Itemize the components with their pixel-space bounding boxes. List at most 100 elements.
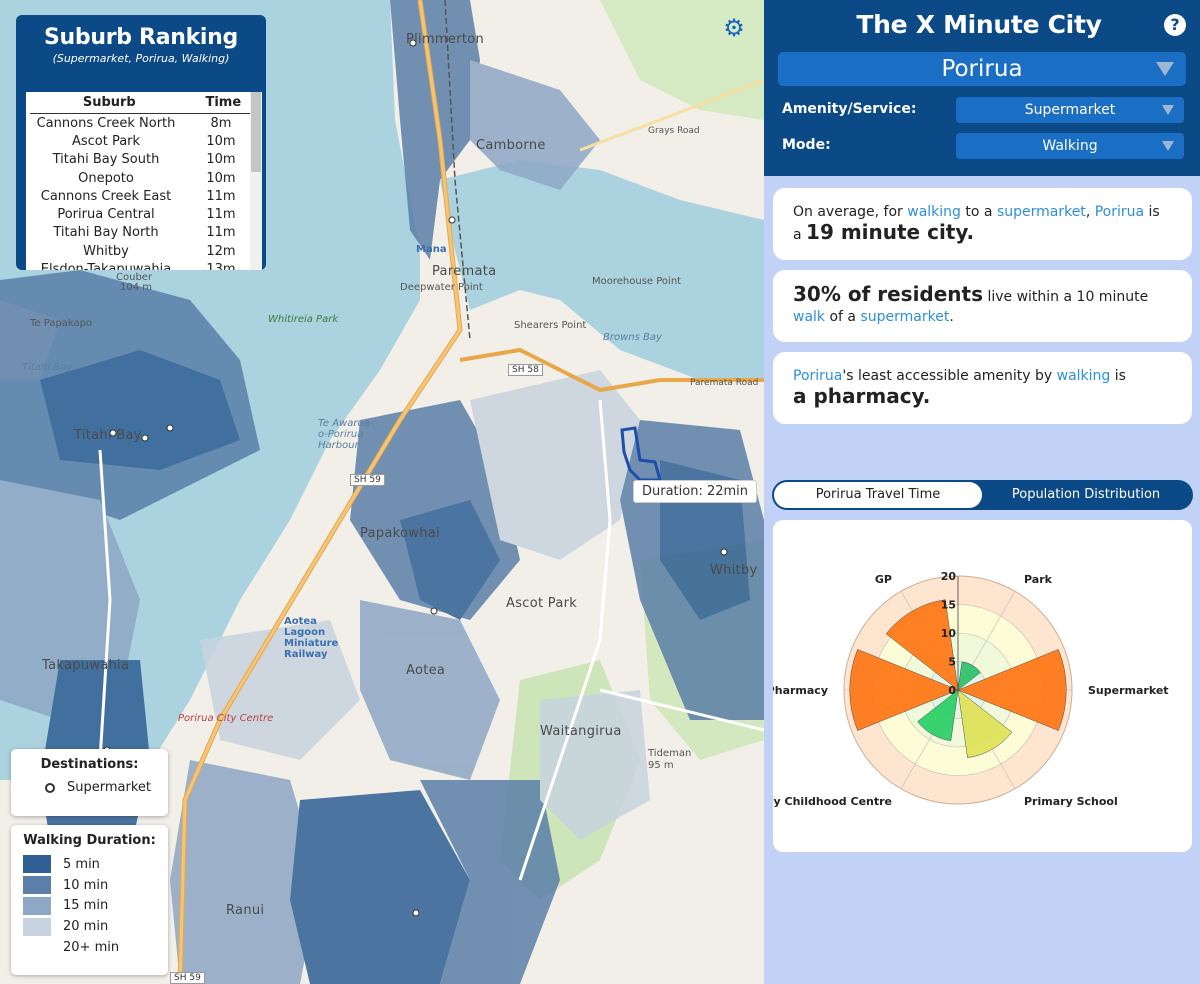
wedge-pharmacy	[849, 649, 959, 731]
average-card: On average, for walking to a supermarket…	[773, 188, 1192, 260]
radial-tick-label: 15	[941, 599, 956, 612]
suburb-time: 12m	[206, 243, 236, 259]
avg-big: 19 minute city.	[806, 220, 975, 244]
suburb-time: 10m	[206, 170, 236, 186]
label-plimmerton: Plimmerton	[406, 32, 485, 47]
gear-icon[interactable]: ⚙	[723, 14, 745, 42]
col-time: Time	[205, 95, 242, 110]
least-line2: a pharmacy.	[793, 386, 1172, 409]
suburb-name: Cannons Creek East	[40, 188, 172, 204]
ranking-title: Suburb Ranking	[43, 25, 238, 50]
label-deepwater-point: Deepwater Point	[400, 282, 483, 293]
city-select[interactable]: Porirua	[778, 52, 1186, 86]
tab-population[interactable]: Population Distribution	[1011, 487, 1161, 502]
mode-select-value: Walking	[1042, 138, 1098, 154]
map-view[interactable]: Plimmerton Camborne Paremata Papakowhai …	[0, 0, 764, 984]
label-tideman: Tideman	[648, 748, 692, 759]
wedge-primary-school	[957, 689, 1013, 759]
shield-sh59: SH 59	[350, 474, 385, 486]
label-mana: Mana	[416, 244, 447, 255]
table-row: Cannons Creek North 8m	[26, 114, 262, 132]
label-tideman-height: 95 m	[648, 760, 674, 771]
least-mode: walking	[1056, 368, 1111, 384]
suburb-time: 10m	[206, 133, 236, 149]
avg-comma: ,	[1085, 204, 1095, 220]
residents-big: 30% of residents	[793, 282, 984, 306]
duration-item: 15 min	[23, 896, 156, 917]
ranking-subtitle: (Supermarket, Porirua, Walking)	[52, 52, 230, 65]
suburb-name: Elsdon-Takapuwahia	[40, 262, 172, 270]
residents-card: 30% of residents live within a 10 minute…	[773, 270, 1192, 342]
chevron-down-icon	[1156, 62, 1174, 76]
duration-label: 20 min	[63, 919, 109, 935]
destinations-title: Destinations:	[40, 757, 139, 772]
city-select-value: Porirua	[941, 56, 1023, 82]
avg-mid: to a	[960, 204, 997, 220]
side-panel: The X Minute City ? Porirua Amenity/Serv…	[764, 0, 1200, 984]
label-whitby: Whitby	[710, 563, 758, 578]
wedge-gp	[885, 599, 959, 691]
amenity-label: Amenity/Service:	[782, 101, 917, 117]
ranking-table[interactable]: Suburb Time Cannons Creek North 8m Ascot P…	[26, 92, 262, 270]
avg-is: is	[1144, 204, 1160, 220]
duration-swatch	[23, 938, 51, 957]
duration-item: 10 min	[23, 875, 156, 896]
ranking-scrollbar[interactable]	[250, 92, 262, 270]
table-row: Titahi Bay South 10m	[26, 151, 262, 169]
least-is: is	[1110, 368, 1126, 384]
avg-amenity: supermarket	[996, 204, 1086, 220]
suburb-time: 13m	[206, 262, 236, 270]
radial-tick-label: 10	[941, 627, 957, 640]
residents-amenity: supermarket	[860, 309, 950, 325]
table-row: Titahi Bay North 11m	[26, 224, 262, 242]
label-ranui: Ranui	[226, 903, 265, 918]
tab-travel-time[interactable]: Porirua Travel Time	[774, 482, 982, 508]
wedge-park	[957, 661, 981, 691]
duration-swatch	[23, 917, 51, 936]
avg-a: a	[793, 227, 807, 243]
avg-mode: walking	[907, 204, 961, 220]
duration-label: 5 min	[63, 856, 100, 872]
help-icon[interactable]: ?	[1164, 14, 1186, 36]
table-row: Ascot Park 10m	[26, 132, 262, 150]
suburb-time: 11m	[206, 207, 236, 223]
label-titahi-bay: Titahi Bay	[22, 362, 73, 373]
residents-walk: walk	[793, 309, 826, 325]
chevron-down-icon	[1162, 105, 1174, 115]
least-line1: Porirua's least accessible amenity by wa…	[793, 366, 1172, 386]
label-grays-road: Grays Road	[648, 126, 700, 136]
average-result: a 19 minute city.	[793, 222, 1172, 245]
mode-select[interactable]: Walking	[956, 133, 1184, 159]
shield-sh59-south: SH 59	[170, 972, 205, 984]
label-camborne: Camborne	[476, 138, 546, 153]
duration-item: 5 min	[23, 854, 156, 875]
suburb-name: Porirua Central	[57, 207, 155, 223]
label-papakowhai: Papakowhai	[360, 526, 440, 541]
destinations-legend: Destinations: Supermarket	[11, 749, 168, 816]
least-accessible-card: Porirua's least accessible amenity by wa…	[773, 352, 1192, 424]
suburb-name: Ascot Park	[71, 133, 141, 149]
category-label: Primary School	[1024, 795, 1118, 808]
amenity-select[interactable]: Supermarket	[956, 97, 1184, 123]
label-paremata: Paremata	[432, 264, 497, 279]
category-label: Supermarket	[1088, 684, 1169, 697]
suburb-time: 11m	[206, 225, 236, 241]
duration-title: Walking Duration:	[23, 833, 156, 848]
ranking-header: Suburb Time	[30, 92, 258, 114]
destination-item: Supermarket	[23, 780, 156, 795]
label-couber: Couber	[116, 272, 153, 283]
col-suburb: Suburb	[82, 95, 136, 110]
radial-tick-label: 5	[948, 656, 956, 669]
label-titahi-bay-town: Titahi Bay	[74, 428, 142, 443]
label-aotea-lagoon: Aotea Lagoon Miniature Railway	[284, 616, 339, 660]
label-whitireia-park: Whitireia Park	[268, 314, 339, 325]
walking-duration-legend: Walking Duration: 5 min 10 min 15 min 20 mi…	[11, 825, 168, 975]
suburb-time: 10m	[206, 152, 236, 168]
average-text: On average, for walking to a supermarket…	[793, 202, 1172, 222]
ranking-scroll-thumb[interactable]	[251, 92, 261, 172]
app-title: The X Minute City	[856, 10, 1102, 39]
table-row: Whitby 12m	[26, 242, 262, 260]
duration-swatch	[23, 876, 51, 895]
chevron-down-icon	[1162, 141, 1174, 151]
duration-tooltip: Duration: 22min	[633, 480, 758, 503]
